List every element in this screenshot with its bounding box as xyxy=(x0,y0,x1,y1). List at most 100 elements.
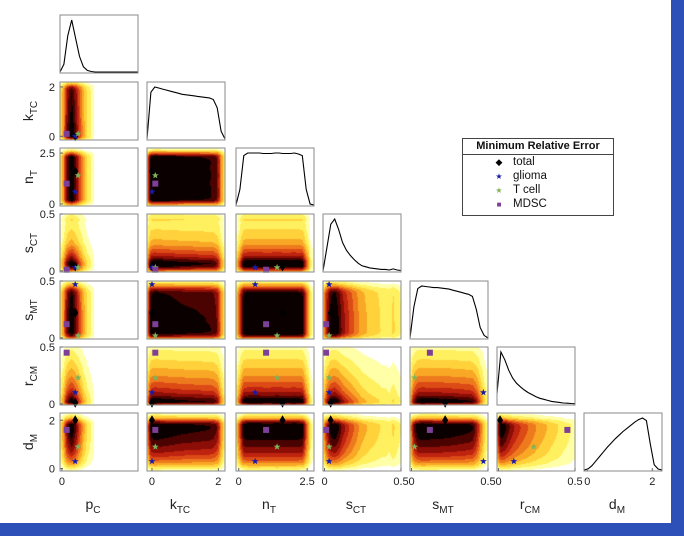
density-contour xyxy=(60,148,138,206)
density-contour xyxy=(236,347,314,405)
x-tick-label: 0 xyxy=(321,476,327,488)
t-cell-marker xyxy=(325,332,333,339)
density-contour xyxy=(236,281,314,339)
density-contour xyxy=(147,413,225,471)
x-tick-label: 0 xyxy=(408,476,414,488)
panel-frame xyxy=(322,346,402,406)
label-subscript: T xyxy=(29,170,40,176)
x-tick-label: 0 xyxy=(59,476,65,488)
y-tick-label: 0 xyxy=(49,464,55,476)
x-tick-label: 0 xyxy=(584,476,590,488)
t-cell-marker xyxy=(325,374,333,381)
t-cell-marker xyxy=(273,332,281,339)
t-cell-marker xyxy=(411,374,418,381)
t-cell-marker xyxy=(74,263,82,271)
density-contour xyxy=(323,347,401,405)
square-icon: ■ xyxy=(496,199,502,209)
glioma-marker xyxy=(71,457,79,465)
density-contour xyxy=(410,413,488,471)
legend-label: T cell xyxy=(513,184,541,196)
glioma-marker xyxy=(71,132,79,140)
panel-frame xyxy=(409,280,489,340)
marginal-density-line-rCM xyxy=(496,350,576,405)
glioma-marker xyxy=(251,280,259,288)
panel-frame xyxy=(146,280,226,340)
t-cell-marker xyxy=(151,332,159,339)
x-tick-label: 0 xyxy=(149,476,155,488)
mdsc-marker xyxy=(263,266,270,273)
y-tick-label: 0 xyxy=(49,399,55,411)
y-tick-label: 0 xyxy=(49,266,55,278)
mdsc-marker xyxy=(323,349,330,356)
mdsc-marker xyxy=(263,321,270,328)
density-contour xyxy=(236,413,314,471)
legend-label: MDSC xyxy=(513,198,547,210)
y-axis-label-kTC: kTC xyxy=(20,101,40,121)
total-marker xyxy=(148,307,155,318)
legend-entry-total: ◆ total xyxy=(463,155,613,169)
panel-frame xyxy=(59,412,139,472)
glioma-marker xyxy=(71,388,79,396)
mdsc-marker xyxy=(263,349,270,356)
marginal-density-line-sCT xyxy=(322,217,402,272)
label-subscript: TC xyxy=(177,505,190,516)
total-marker xyxy=(327,415,334,426)
y-axis-label-sMT: sMT xyxy=(20,299,40,320)
glioma-marker xyxy=(251,457,259,465)
label-subscript: CM xyxy=(525,505,541,516)
panel-frame xyxy=(146,213,226,273)
density-contour xyxy=(60,214,138,272)
t-cell-marker xyxy=(74,443,82,450)
mdsc-marker xyxy=(564,426,571,433)
x-axis-label-sMT: sMT xyxy=(432,496,453,516)
mdsc-marker xyxy=(63,321,70,328)
label-subscript: T xyxy=(270,505,276,516)
glioma-marker xyxy=(148,388,156,396)
total-marker xyxy=(148,415,155,426)
diamond-icon: ◆ xyxy=(495,156,503,167)
glioma-marker xyxy=(71,263,79,271)
panel-frame xyxy=(583,412,663,472)
marginal-density-line-kTC xyxy=(146,86,226,140)
glioma-marker xyxy=(325,280,333,288)
panel-frame xyxy=(496,346,576,406)
total-marker xyxy=(279,397,286,408)
density-contour xyxy=(410,347,488,405)
t-cell-marker xyxy=(151,443,159,450)
panel-frame xyxy=(59,213,139,273)
t-cell-marker xyxy=(74,332,82,339)
star-icon: ★ xyxy=(495,171,503,181)
panel-frame xyxy=(322,412,402,472)
glioma-marker xyxy=(480,457,487,465)
x-axis-label-kTC: kTC xyxy=(170,496,190,516)
mdsc-marker xyxy=(63,426,70,433)
marginal-density-line-sMT xyxy=(409,285,489,339)
mdsc-marker xyxy=(63,349,70,356)
x-axis-label-nT: nT xyxy=(262,496,276,516)
y-axis-label-nT: nT xyxy=(20,170,40,184)
t-cell-marker xyxy=(530,443,538,450)
mdsc-marker xyxy=(63,266,70,273)
t-cell-marker xyxy=(151,171,159,179)
mdsc-marker xyxy=(152,321,159,328)
mdsc-marker xyxy=(152,349,159,356)
density-contour xyxy=(147,214,225,272)
glioma-marker xyxy=(148,188,156,195)
mdsc-marker xyxy=(323,321,330,328)
x-tick-label: 2 xyxy=(649,476,655,488)
x-axis-label-dM: dM xyxy=(609,496,625,516)
density-contour xyxy=(323,413,401,471)
glioma-marker xyxy=(148,280,156,288)
glioma-marker xyxy=(148,457,156,465)
total-marker xyxy=(279,415,286,426)
panel-frame xyxy=(409,412,489,472)
window-border xyxy=(0,523,684,536)
x-tick-label: 0.5 xyxy=(480,476,495,488)
density-contour xyxy=(147,347,225,405)
legend-entry-t-cell: ★ T cell xyxy=(463,183,613,197)
label-subscript: MT xyxy=(29,299,40,313)
density-contour xyxy=(60,281,138,339)
legend-entry-glioma: ★ glioma xyxy=(463,169,613,183)
